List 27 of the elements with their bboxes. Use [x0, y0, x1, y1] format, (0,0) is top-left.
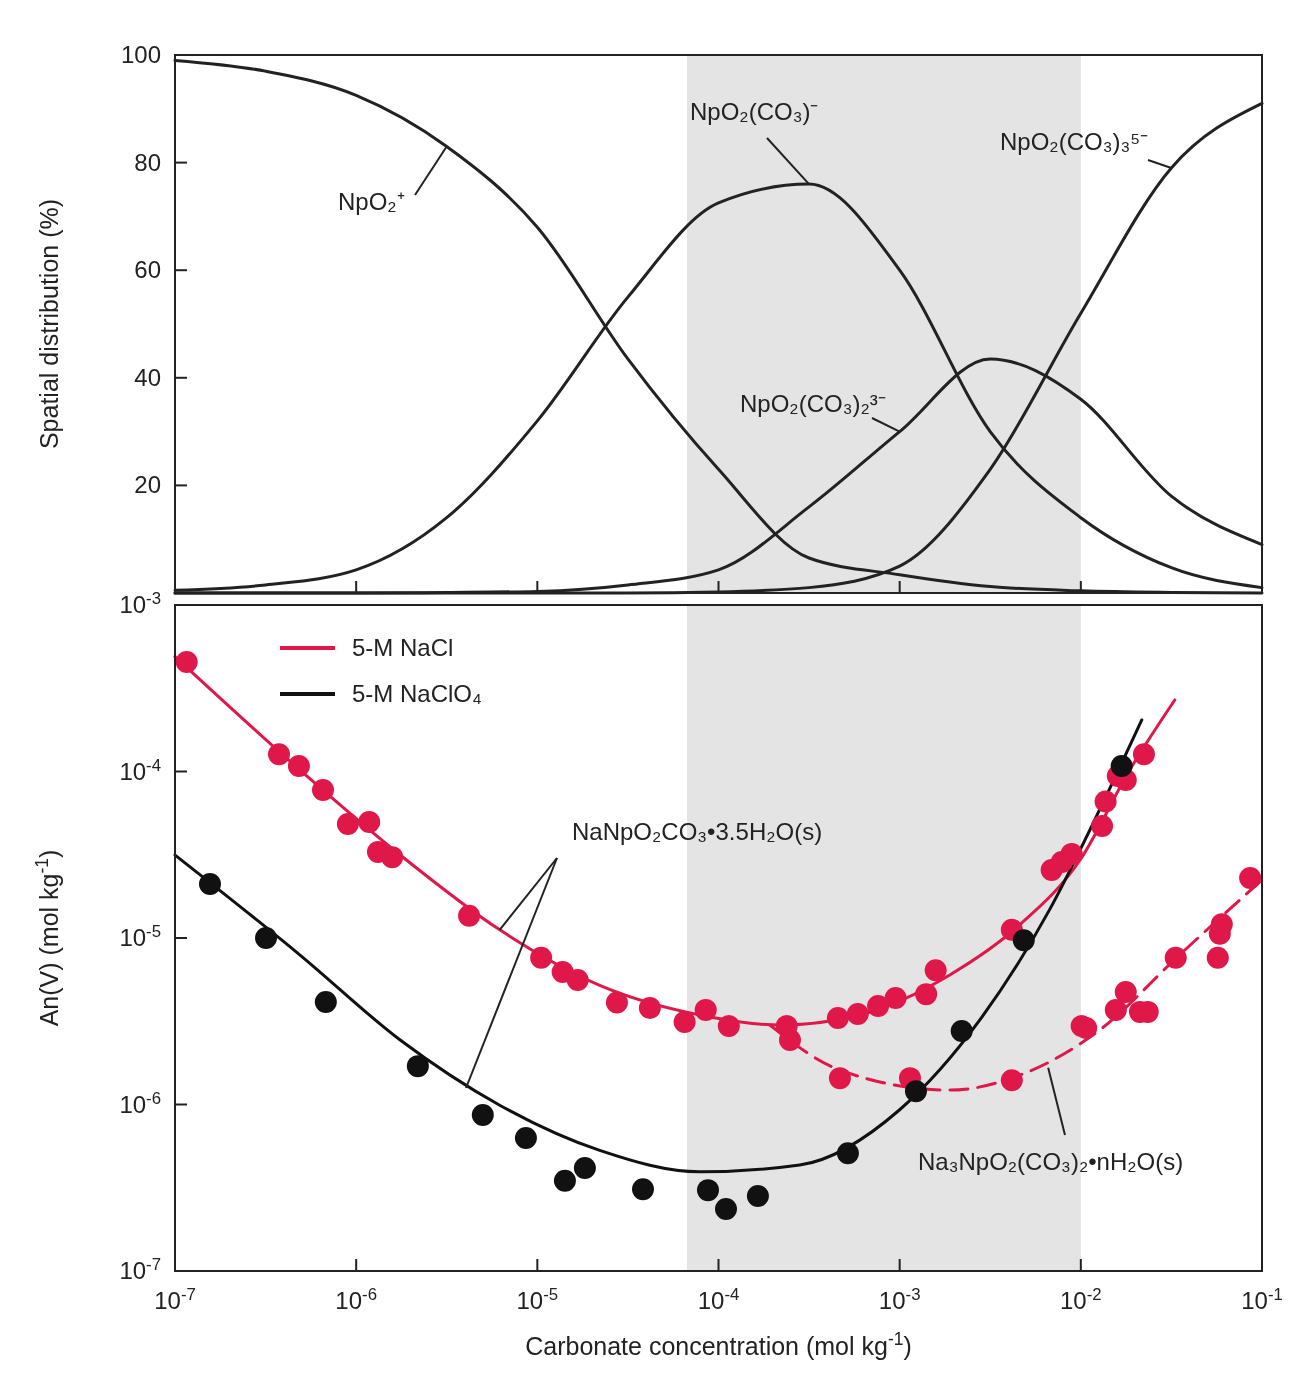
- y-tick-label: 100: [120, 41, 161, 68]
- x-tick-label: 10$^{-3}$: [878, 1284, 921, 1314]
- x-tick-label: 10$^{-2}$: [1060, 1284, 1102, 1314]
- x-tick-label: 10$^{-1}$: [1241, 1284, 1283, 1314]
- x-tick-label: 10$^{-6}$: [335, 1284, 377, 1314]
- y-tick-label: 10$^{-7}$: [119, 1254, 161, 1284]
- y-tick-label: 10$^{-4}$: [119, 755, 161, 785]
- y-tick-label: 20: [134, 471, 161, 499]
- annotation: NaNpO₂CO₃•3.5H₂O(s): [572, 818, 823, 845]
- legend-label: 5-M NaClO₄: [352, 680, 482, 707]
- x-axis-title: Carbonate concentration (mol kg$^{-1}$): [525, 1329, 912, 1360]
- x-tick-label: 10$^{-4}$: [697, 1284, 740, 1314]
- annotation: Na₃NpO₂(CO₃)₂•nH₂O(s): [918, 1148, 1184, 1175]
- series-label: NpO₂(CO₃)₃⁵⁻: [1000, 128, 1149, 155]
- y-tick-label: 10$^{-5}$: [119, 921, 161, 951]
- x-tick-label: 10$^{-5}$: [516, 1284, 559, 1314]
- text: NpO₂⁺: [338, 188, 405, 215]
- y-tick-label: 10$^{-6}$: [119, 1088, 161, 1118]
- y-axis-title: Spatial distribution (%): [35, 198, 63, 450]
- y-tick-label: 80: [134, 148, 161, 176]
- y-tick-label: 10$^{-3}$: [119, 588, 161, 618]
- text: NpO₂(CO₃)⁻: [690, 98, 819, 125]
- x-tick-label: 10$^{-7}$: [154, 1284, 196, 1314]
- legend-label: 5-M NaCl: [352, 634, 454, 661]
- y-tick-label: 40: [134, 363, 161, 391]
- series-label: NpO₂(CO₃)₂³⁻: [740, 390, 886, 417]
- y-tick-label: 60: [134, 256, 161, 284]
